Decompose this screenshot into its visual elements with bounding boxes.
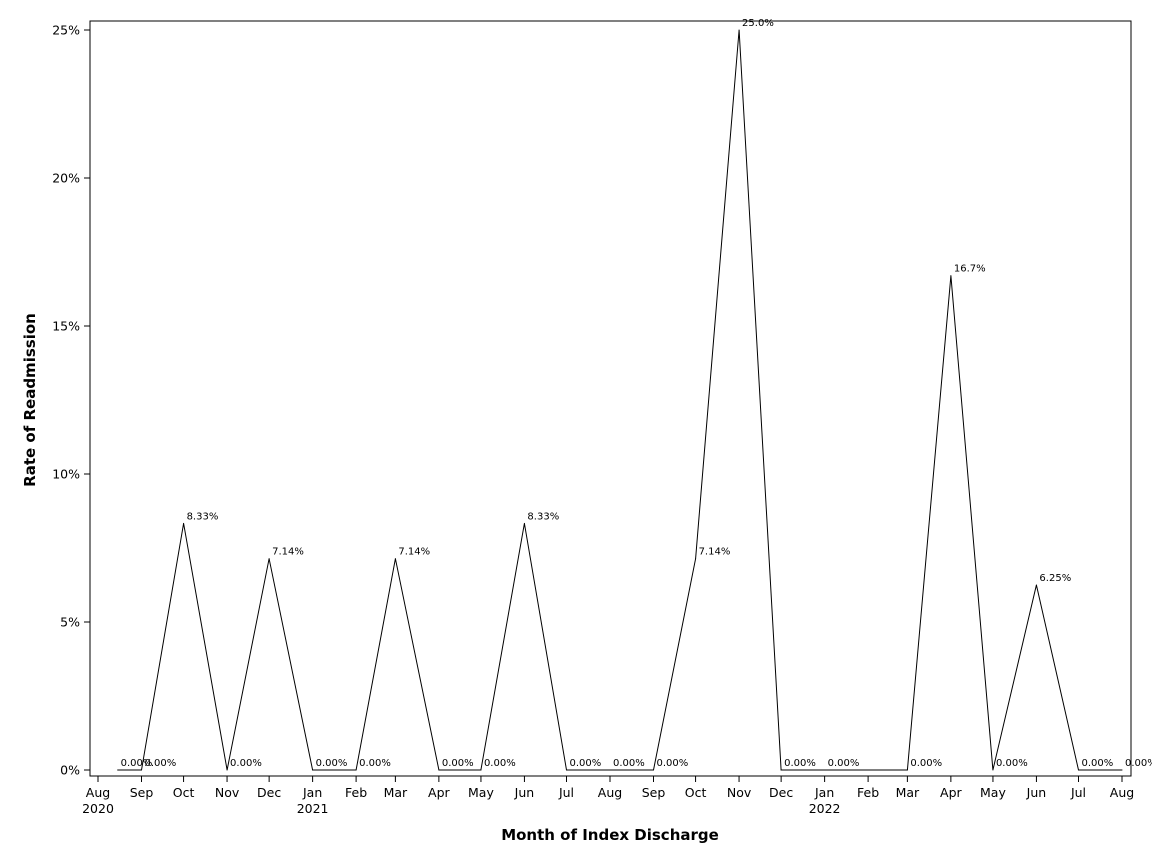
x-tick-label-month: Jun: [1026, 785, 1047, 800]
data-label: 0.00%: [316, 758, 348, 769]
data-label: 7.14%: [398, 547, 430, 558]
y-axis: 0% 5% 10% 15% 20% 25%: [52, 23, 90, 778]
data-point: [355, 769, 357, 771]
data-point: [117, 769, 119, 771]
x-tick-label-month: Aug: [598, 785, 622, 800]
data-label: 0.00%: [570, 758, 602, 769]
data-label: 0.00%: [784, 758, 816, 769]
x-tick-label-month: Feb: [857, 785, 879, 800]
y-tick-label: 20%: [52, 171, 80, 186]
data-point: [867, 769, 869, 771]
data-point: [780, 769, 782, 771]
x-tick-label-month: Nov: [727, 785, 752, 800]
y-tick-label: 10%: [52, 467, 80, 482]
data-label: 0.00%: [1082, 758, 1114, 769]
data-label: 6.25%: [1039, 573, 1071, 584]
data-point: [523, 522, 525, 524]
data-point: [566, 769, 568, 771]
y-tick-label: 0%: [60, 763, 80, 778]
x-tick-label-month: Jul: [1070, 785, 1086, 800]
data-label: 8.33%: [527, 511, 559, 522]
x-tick-label-year: 2020: [82, 801, 114, 816]
data-label: 0.00%: [656, 758, 688, 769]
x-tick-label-month: Aug: [1110, 785, 1134, 800]
x-axis-title: Month of Index Discharge: [501, 826, 719, 844]
data-label: 0.00%: [359, 758, 391, 769]
x-tick-label-month: Nov: [215, 785, 240, 800]
x-tick-label-month: Jul: [558, 785, 574, 800]
x-tick-label-month: Jan: [814, 785, 834, 800]
data-label: 8.33%: [187, 511, 219, 522]
data-point: [480, 769, 482, 771]
x-tick-label-month: Mar: [384, 785, 408, 800]
x-tick-label-month: Oct: [173, 785, 195, 800]
y-axis-title: Rate of Readmission: [21, 313, 39, 487]
data-label: 16.7%: [954, 264, 986, 275]
data-label: 7.14%: [272, 547, 304, 558]
data-labels: 0.00%0.00%8.33%0.00%7.14%0.00% 0.00%7.14%…: [117, 18, 1152, 771]
data-point: [950, 275, 952, 277]
data-point: [695, 558, 697, 560]
data-label: 0.00%: [996, 758, 1028, 769]
x-tick-label-month: Mar: [896, 785, 920, 800]
data-label: 0.00%: [484, 758, 516, 769]
x-tick-label-month: Jun: [514, 785, 535, 800]
data-point: [1121, 769, 1123, 771]
data-label: 25.0%: [742, 18, 774, 29]
x-tick-label-month: Dec: [257, 785, 281, 800]
data-point: [906, 769, 908, 771]
x-tick-label-month: Oct: [685, 785, 707, 800]
data-point: [1035, 584, 1037, 586]
data-label: 0.00%: [1125, 758, 1152, 769]
data-point: [268, 558, 270, 560]
x-tick-label-month: May: [980, 785, 1006, 800]
data-point: [226, 769, 228, 771]
data-point: [652, 769, 654, 771]
x-tick-label-year: 2021: [297, 801, 329, 816]
data-point: [992, 769, 994, 771]
x-tick-label-month: Sep: [130, 785, 154, 800]
x-tick-label-year: 2022: [809, 801, 841, 816]
x-tick-label-month: Dec: [769, 785, 793, 800]
data-point: [394, 558, 396, 560]
data-point: [1078, 769, 1080, 771]
data-label: 0.00%: [230, 758, 262, 769]
data-point: [609, 769, 611, 771]
x-tick-label-month: Aug: [86, 785, 110, 800]
x-tick-label-month: Jan: [302, 785, 322, 800]
plot-area-frame: [89, 20, 1132, 777]
data-label: 0.00%: [828, 758, 860, 769]
data-point: [140, 769, 142, 771]
series-line: [117, 29, 1122, 771]
data-point: [438, 769, 440, 771]
x-tick-label-month: Sep: [642, 785, 666, 800]
data-point: [312, 769, 314, 771]
y-tick-label: 15%: [52, 319, 80, 334]
data-point: [183, 522, 185, 524]
data-point: [824, 769, 826, 771]
x-tick-label-month: May: [468, 785, 494, 800]
data-label: 0.00%: [442, 758, 474, 769]
data-label: 0.00%: [121, 758, 153, 769]
data-label: 0.00%: [613, 758, 645, 769]
data-point: [738, 29, 740, 31]
data-label: 7.14%: [699, 547, 731, 558]
x-tick-label-month: Apr: [428, 785, 450, 800]
y-tick-label: 5%: [60, 615, 80, 630]
x-tick-label-month: Feb: [345, 785, 367, 800]
y-tick-label: 25%: [52, 23, 80, 38]
data-label: 0.00%: [910, 758, 942, 769]
x-tick-label-month: Apr: [940, 785, 962, 800]
data-label: 0.00%: [144, 758, 176, 769]
